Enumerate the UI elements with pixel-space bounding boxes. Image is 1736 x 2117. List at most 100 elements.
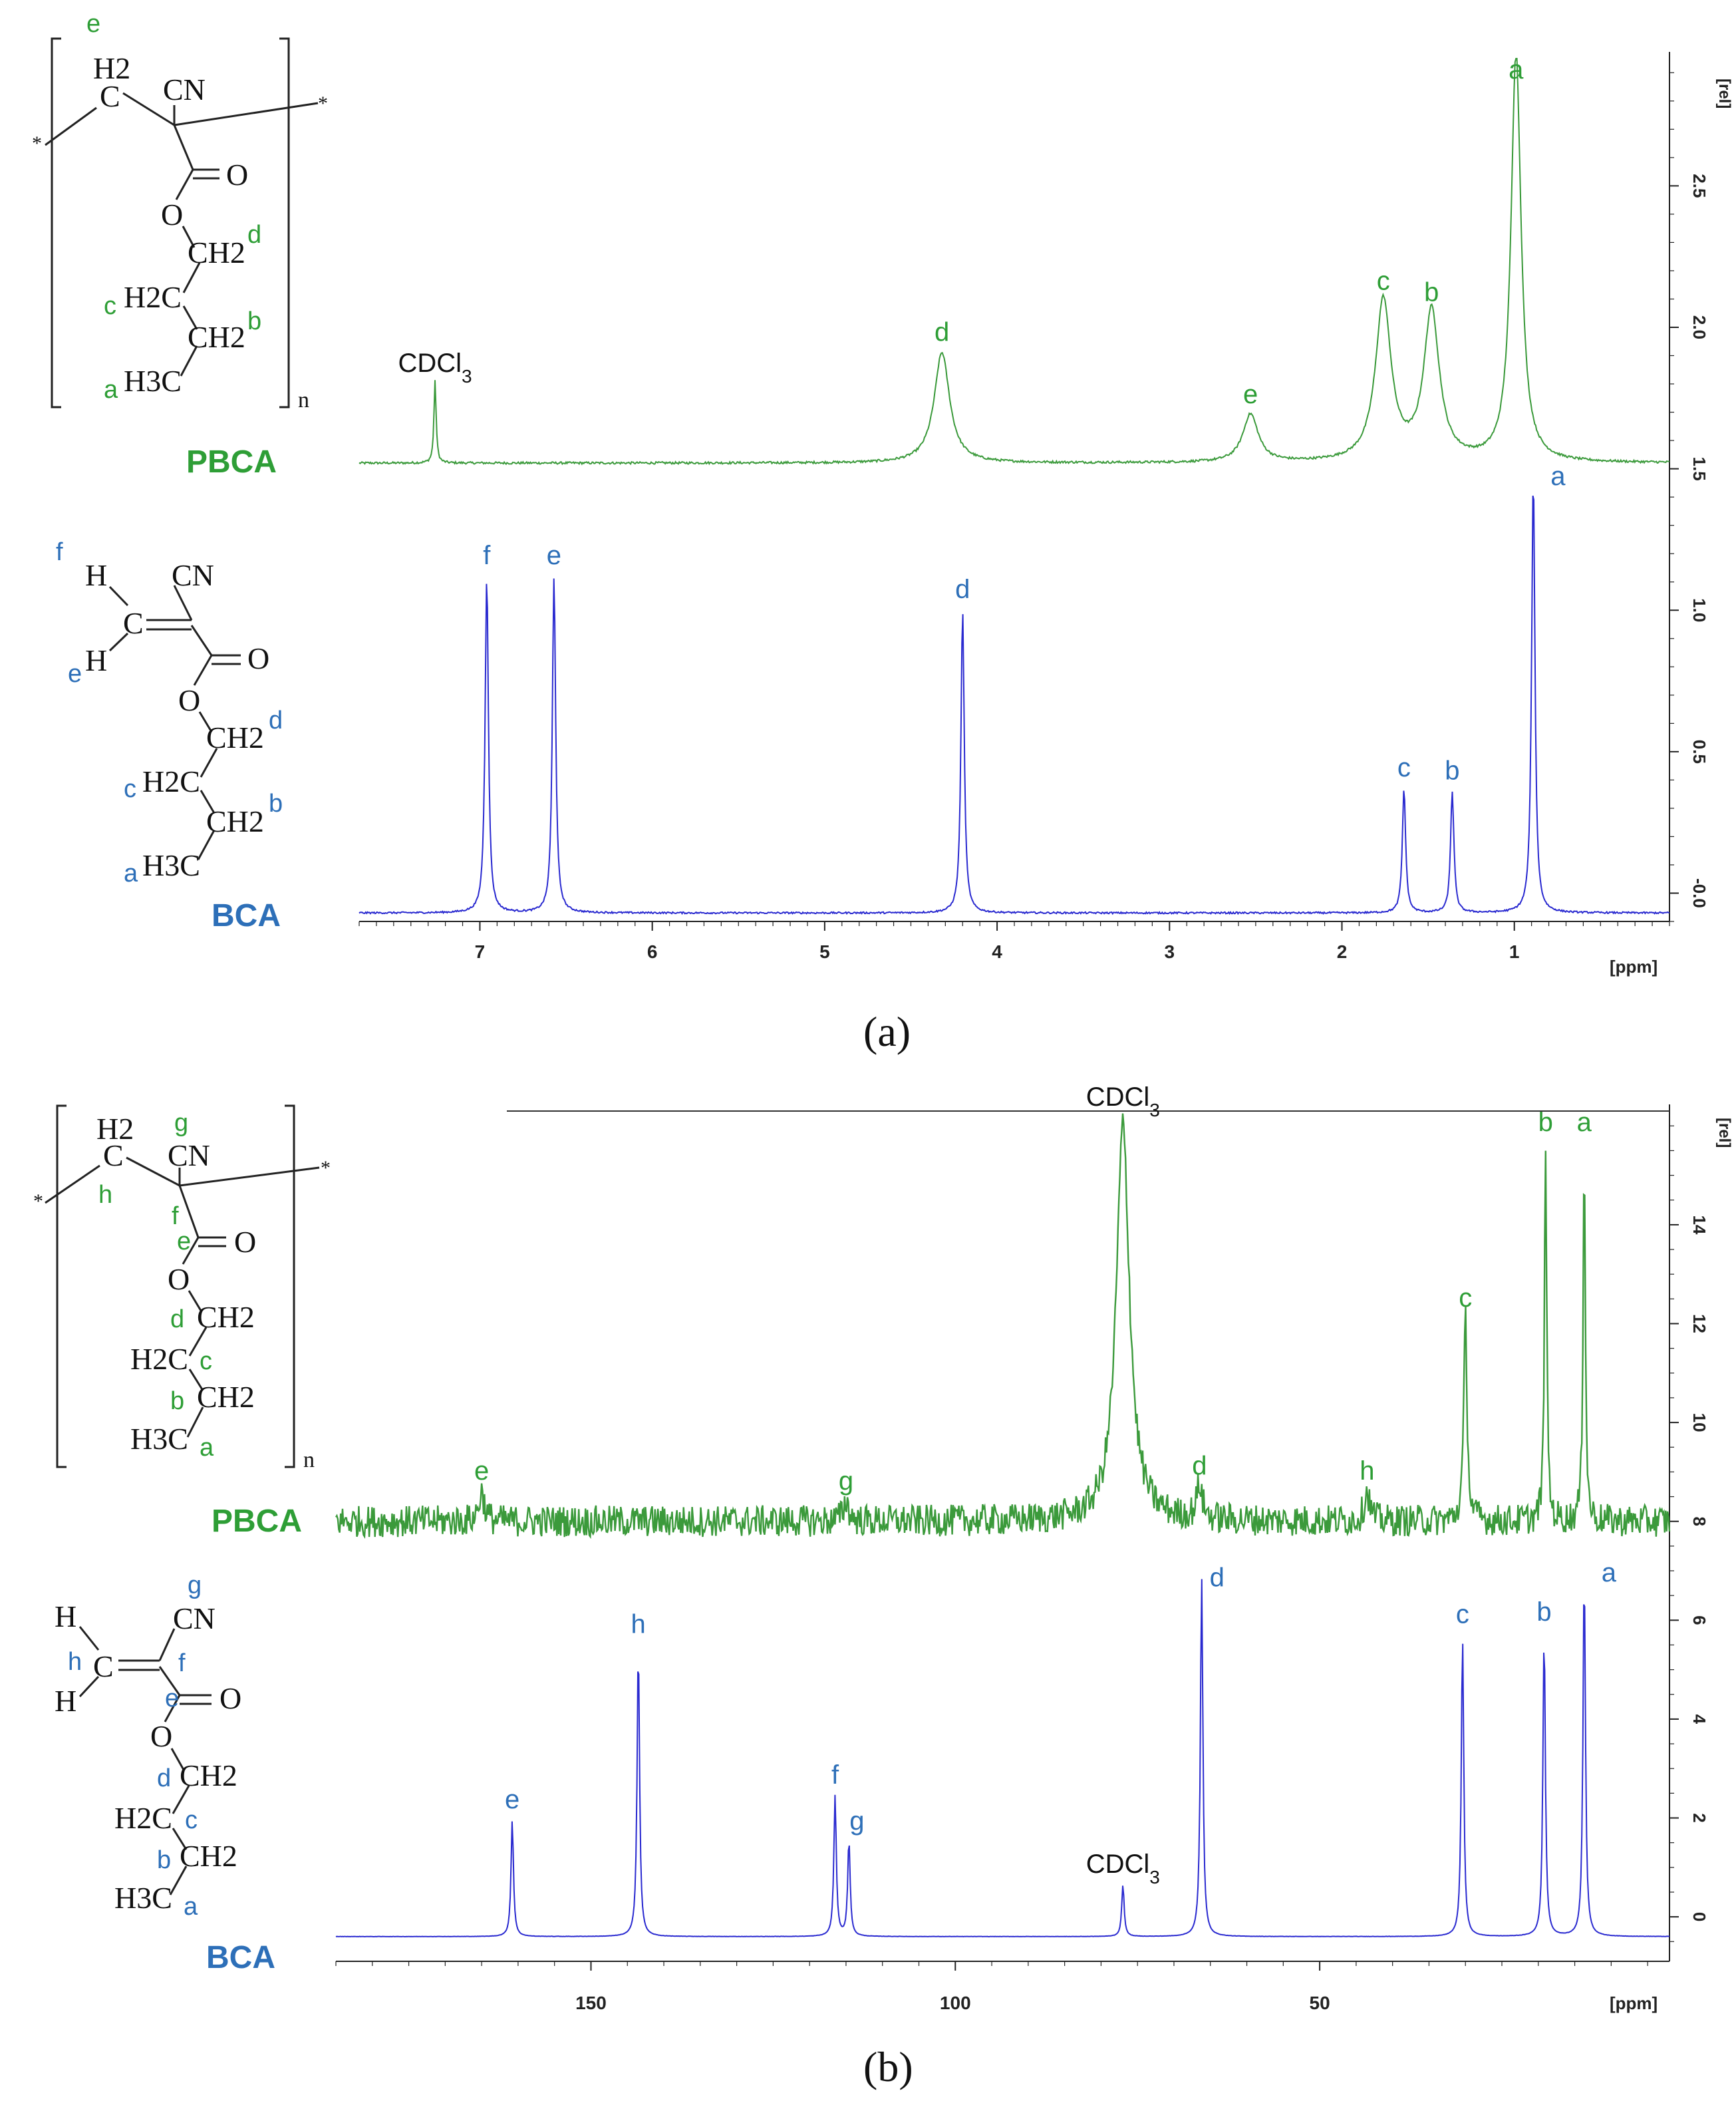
y-tick-label: 8 [1689,1516,1709,1526]
peak-label-pbca-a: a [1577,1108,1592,1137]
x-tick-label: 6 [647,941,658,962]
y-tick-label: 4 [1689,1714,1709,1724]
y-tick-label: 2.0 [1689,315,1709,339]
panel-a-spectra [359,58,1670,915]
label-e: e [165,1685,179,1712]
x-tick-label: 7 [475,941,486,962]
x-tick-label: 2 [1337,941,1348,962]
y-tick-label: -0.0 [1689,878,1709,908]
end-star-left: * [33,1190,43,1212]
atom-o-ester: O [161,198,183,232]
atom-ch2-b: CH2 [197,1380,255,1414]
atom-h-bottom: H [55,1684,76,1718]
peak-label-cdcl3: CDCl3 [398,349,472,387]
panel-a-y-units: [rel] [1715,79,1733,108]
peak-label-bca-g: g [849,1806,864,1836]
atom-o-carbonyl: O [226,158,248,192]
peak-label-bca-d: d [955,575,970,604]
bond [188,1369,204,1391]
label-f: f [56,538,63,566]
peak-label-pbca-c: c [1377,267,1390,296]
atom-h-top: H [85,558,107,592]
bond [180,345,198,377]
atom-cn: CN [172,558,214,592]
peak-label-bca-e: e [505,1785,519,1814]
atom-h-bottom: H [85,643,107,677]
pbca-structure-b [45,1104,320,1468]
bond [172,1785,190,1814]
bracket-left [56,1104,67,1468]
atom-h2c-c: H2C [142,764,200,798]
label-c: c [200,1347,212,1375]
bond [182,262,201,293]
x-tick-label: 3 [1165,941,1175,962]
atom-ch2-d: CH2 [188,236,245,269]
atom-o-ester: O [178,683,200,717]
atom-c: C [93,1649,114,1683]
bond [158,1666,181,1696]
bond [169,1866,188,1895]
panel-a-frame [359,52,1670,922]
bond [179,1166,320,1187]
panel-a: 7 6 5 4 3 2 1 -0.0 0.5 1.0 1.5 2.0 2.5 CDCl3 d e c b a f e d… [32,10,1733,1055]
label-c: c [104,292,116,320]
label-a: a [200,1434,214,1462]
label-a: a [124,860,138,888]
x-tick-label: 1 [1509,941,1520,962]
y-tick-label: 14 [1689,1215,1709,1234]
label-e: e [177,1227,191,1255]
y-tick-label: 2 [1689,1813,1709,1822]
atom-o-carbonyl: O [219,1681,241,1715]
peak-label-pbca-e: e [474,1456,489,1486]
bond [122,92,175,126]
atom-h-top: H [55,1599,76,1633]
atom-h2: H2 [93,51,130,85]
bond [45,1164,100,1204]
bond [178,1185,200,1238]
atom-o-carbonyl: O [247,641,269,675]
atom-cn: CN [168,1138,210,1172]
peak-label-bca-f: f [483,541,491,570]
bca-structure-b-labels: g h f e d c b a [68,1571,202,1921]
peak-label-pbca-d: d [935,317,949,347]
pbca-name-a: PBCA [186,444,277,480]
panel-a-ticks: 7 6 5 4 3 2 1 -0.0 0.5 1.0 1.5 2.0 2.5 [359,72,1709,962]
bond [173,585,193,621]
x-tick-label: 100 [940,1993,971,2013]
label-h: h [98,1181,112,1209]
end-star-left: * [32,132,42,154]
peak-label-bca-e: e [547,541,561,570]
atom-h2c-c: H2C [124,280,182,314]
bond [164,1695,181,1722]
atom-c: C [123,606,144,640]
peak-label-pbca-d: d [1192,1452,1207,1481]
bracket-right [279,37,290,408]
pbca-name-b: PBCA [212,1504,302,1539]
atom-cn: CN [173,1601,216,1635]
peak-label-pbca-b: b [1538,1108,1553,1137]
bond [188,1327,208,1357]
peak-label-pbca-c: c [1459,1283,1472,1313]
bca-structure-b-text: H C H CN O O CH2 H2C CH2 H3C [55,1599,241,1915]
panel-b-spectra [335,1113,1671,1938]
bca-structure-a-text: H C H CN O O CH2 H2C CH2 H3C [85,558,269,882]
label-e: e [68,660,82,688]
bracket-right [285,1104,295,1468]
spectrum-bca [335,1579,1669,1938]
bond [170,1748,185,1770]
atom-cn: CN [163,73,206,106]
panel-a-peak-labels: CDCl3 d e c b a f e d c b a [398,55,1566,785]
atom-ch2-d: CH2 [180,1758,237,1792]
bond [200,790,216,814]
atom-h2c-c: H2C [114,1801,172,1835]
bond [78,1626,100,1651]
pbca-structure-b-labels: g h f e d c b a [98,1109,214,1462]
label-g: g [188,1571,202,1599]
label-c: c [124,775,136,803]
label-b: b [269,790,283,818]
spectrum-pbca [335,1113,1671,1540]
label-d: d [170,1305,184,1333]
atom-h3c-a: H3C [142,848,200,882]
